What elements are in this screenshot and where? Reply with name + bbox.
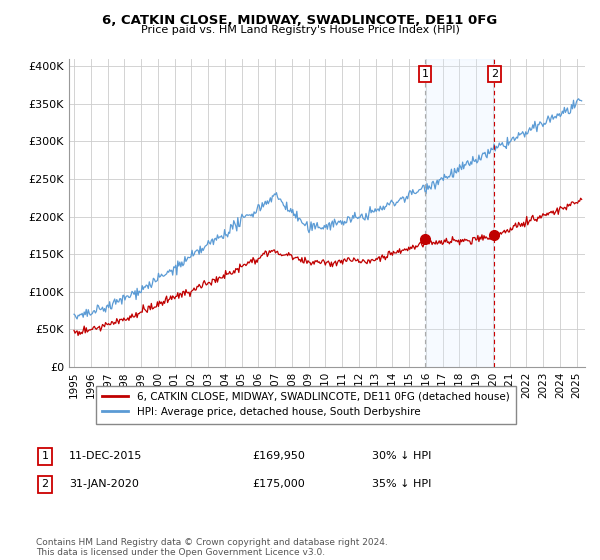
Text: £175,000: £175,000	[252, 479, 305, 489]
Text: 31-JAN-2020: 31-JAN-2020	[69, 479, 139, 489]
Text: 1: 1	[422, 69, 428, 79]
Text: 1: 1	[41, 451, 49, 461]
Text: 11-DEC-2015: 11-DEC-2015	[69, 451, 142, 461]
Text: Contains HM Land Registry data © Crown copyright and database right 2024.
This d: Contains HM Land Registry data © Crown c…	[36, 538, 388, 557]
Text: 35% ↓ HPI: 35% ↓ HPI	[372, 479, 431, 489]
Text: 2: 2	[41, 479, 49, 489]
Text: 30% ↓ HPI: 30% ↓ HPI	[372, 451, 431, 461]
Bar	[425, 59, 494, 367]
Legend: 6, CATKIN CLOSE, MIDWAY, SWADLINCOTE, DE11 0FG (detached house), HPI: Average pr: 6, CATKIN CLOSE, MIDWAY, SWADLINCOTE, DE…	[96, 385, 516, 424]
Text: Price paid vs. HM Land Registry's House Price Index (HPI): Price paid vs. HM Land Registry's House …	[140, 25, 460, 35]
Text: 2: 2	[491, 69, 498, 79]
Text: £169,950: £169,950	[252, 451, 305, 461]
Text: 6, CATKIN CLOSE, MIDWAY, SWADLINCOTE, DE11 0FG: 6, CATKIN CLOSE, MIDWAY, SWADLINCOTE, DE…	[103, 14, 497, 27]
